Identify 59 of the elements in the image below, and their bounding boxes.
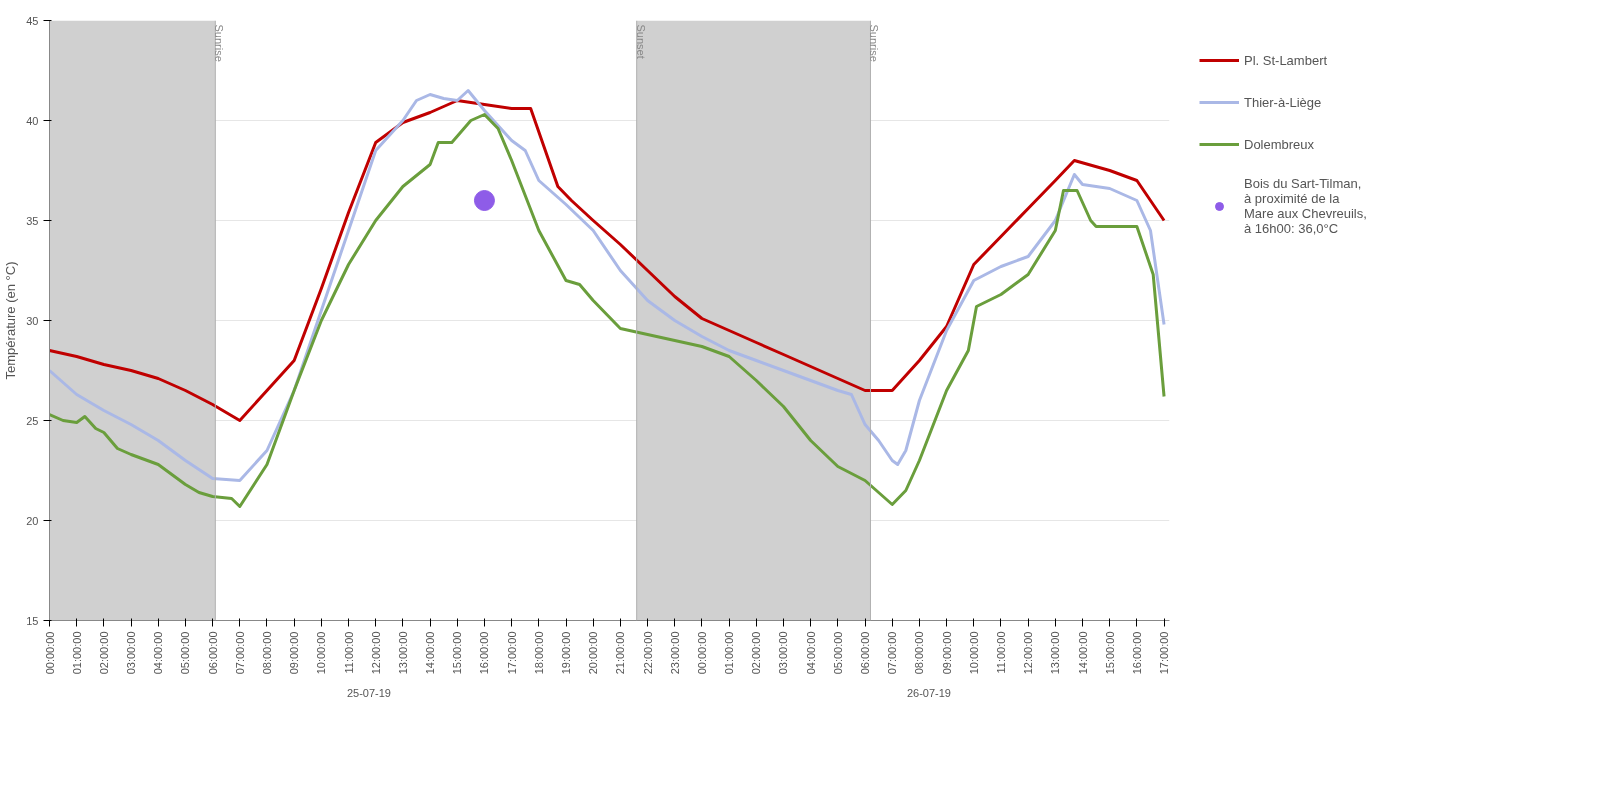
x-tick-label: 22:00:00 [641, 631, 654, 675]
x-tick-label: 12:00:00 [369, 631, 382, 675]
text: 26-07-19 [906, 686, 951, 699]
ref-line-label: Sunrise [868, 24, 881, 62]
y-tick-label: 45 [26, 14, 39, 27]
x-tick-label: 15:00:00 [451, 631, 464, 675]
x-tick-label: 04:00:00 [804, 631, 817, 675]
y-tick-label: 35 [26, 214, 39, 227]
y-tick-label: 20 [26, 514, 39, 527]
x-tick-label: 06:00:00 [859, 631, 872, 675]
x-tick-label: 15:00:00 [1103, 631, 1116, 675]
legend-label: Pl. St-Lambert [1244, 51, 1328, 69]
x-tick-label: 09:00:00 [288, 631, 301, 675]
x-tick-label: 02:00:00 [750, 631, 763, 675]
x-tick-label: 13:00:00 [396, 631, 409, 675]
x-tick-label: 17:00:00 [1158, 631, 1171, 675]
x-tick-label: 11:00:00 [994, 631, 1007, 674]
x-tick-label: 08:00:00 [260, 631, 273, 675]
ref-line-label: Sunset [634, 24, 647, 59]
x-tick-label: 14:00:00 [1076, 631, 1089, 675]
legend-label: Bois du Sart-Tilman, à proximité de la Mare aux Chevreuils, à 16h00: 36,0°C [1244, 176, 1367, 236]
x-tick-label: 10:00:00 [967, 631, 980, 675]
legend-label: Dolembreux [1244, 135, 1315, 153]
x-tick-label: 20:00:00 [587, 631, 600, 675]
x-tick-label: 03:00:00 [777, 631, 790, 675]
text: 25-07-19 [346, 686, 391, 699]
x-tick-label: 02:00:00 [97, 631, 110, 675]
x-tick-label: 23:00:00 [668, 631, 681, 675]
x-tick-label: 04:00:00 [152, 631, 165, 675]
x-tick-label: 16:00:00 [478, 631, 491, 675]
x-tick-label: 06:00:00 [206, 631, 219, 675]
x-tick-label: 10:00:00 [315, 631, 328, 675]
x-tick-label: 18:00:00 [532, 631, 545, 675]
x-tick-label: 14:00:00 [424, 631, 437, 675]
x-tick-label: 09:00:00 [940, 631, 953, 675]
x-tick-label: 07:00:00 [886, 631, 899, 675]
x-tick-label: 00:00:00 [43, 631, 56, 675]
x-tick-label: 17:00:00 [505, 631, 518, 675]
x-tick-label: 16:00:00 [1130, 631, 1143, 675]
y-axis-title: Température (en °C) [3, 261, 19, 380]
x-tick-label: 08:00:00 [913, 631, 926, 675]
x-tick-label: 05:00:00 [179, 631, 192, 675]
x-tick-label: 01:00:00 [723, 631, 736, 675]
x-tick-label: 13:00:00 [1049, 631, 1062, 675]
x-tick-label: 11:00:00 [342, 631, 355, 674]
x-tick-label: 05:00:00 [831, 631, 844, 675]
y-tick-label: 25 [26, 414, 39, 427]
x-tick-label: 00:00:00 [695, 631, 708, 675]
y-tick-label: 15 [26, 614, 39, 627]
y-tick-label: 40 [26, 114, 39, 127]
ref-line-label: Sunrise [213, 24, 226, 62]
legend-label: Thier-à-Liège [1244, 93, 1322, 111]
x-tick-label: 12:00:00 [1022, 631, 1035, 675]
x-tick-label: 03:00:00 [125, 631, 138, 675]
y-tick-label: 30 [26, 314, 39, 327]
x-tick-label: 01:00:00 [70, 631, 83, 675]
x-tick-label: 07:00:00 [233, 631, 246, 675]
x-tick-label: 21:00:00 [614, 631, 627, 675]
x-tick-label: 19:00:00 [560, 631, 572, 675]
